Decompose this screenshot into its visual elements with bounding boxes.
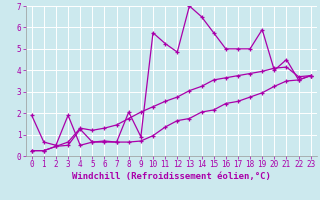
X-axis label: Windchill (Refroidissement éolien,°C): Windchill (Refroidissement éolien,°C) bbox=[72, 172, 271, 181]
